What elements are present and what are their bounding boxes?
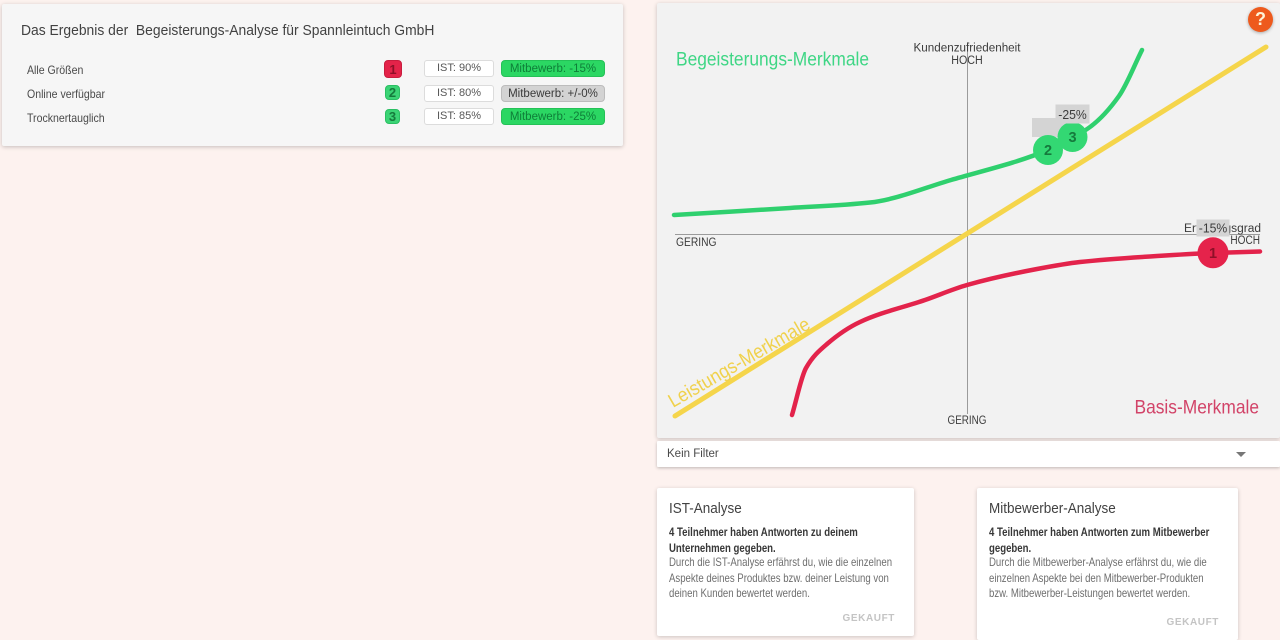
svg-text:2: 2 — [1044, 143, 1052, 159]
svg-text:1: 1 — [1209, 246, 1217, 262]
svg-text:GERING: GERING — [676, 237, 717, 249]
svg-text:Kundenzufriedenheit: Kundenzufriedenheit — [914, 43, 1022, 55]
svg-text:-15%: -15% — [1199, 222, 1228, 236]
svg-text:Begeisterungs-Merkmale: Begeisterungs-Merkmale — [676, 49, 869, 71]
svg-text:Leistungs-Merkmale: Leistungs-Merkmale — [665, 313, 815, 412]
svg-text:3: 3 — [1068, 130, 1076, 146]
svg-text:HOCH: HOCH — [951, 55, 983, 67]
svg-text:GERING: GERING — [948, 415, 987, 427]
svg-text:Basis-Merkmale: Basis-Merkmale — [1135, 397, 1260, 419]
svg-text:-25%: -25% — [1058, 108, 1087, 122]
svg-text:HOCH: HOCH — [1230, 235, 1260, 247]
